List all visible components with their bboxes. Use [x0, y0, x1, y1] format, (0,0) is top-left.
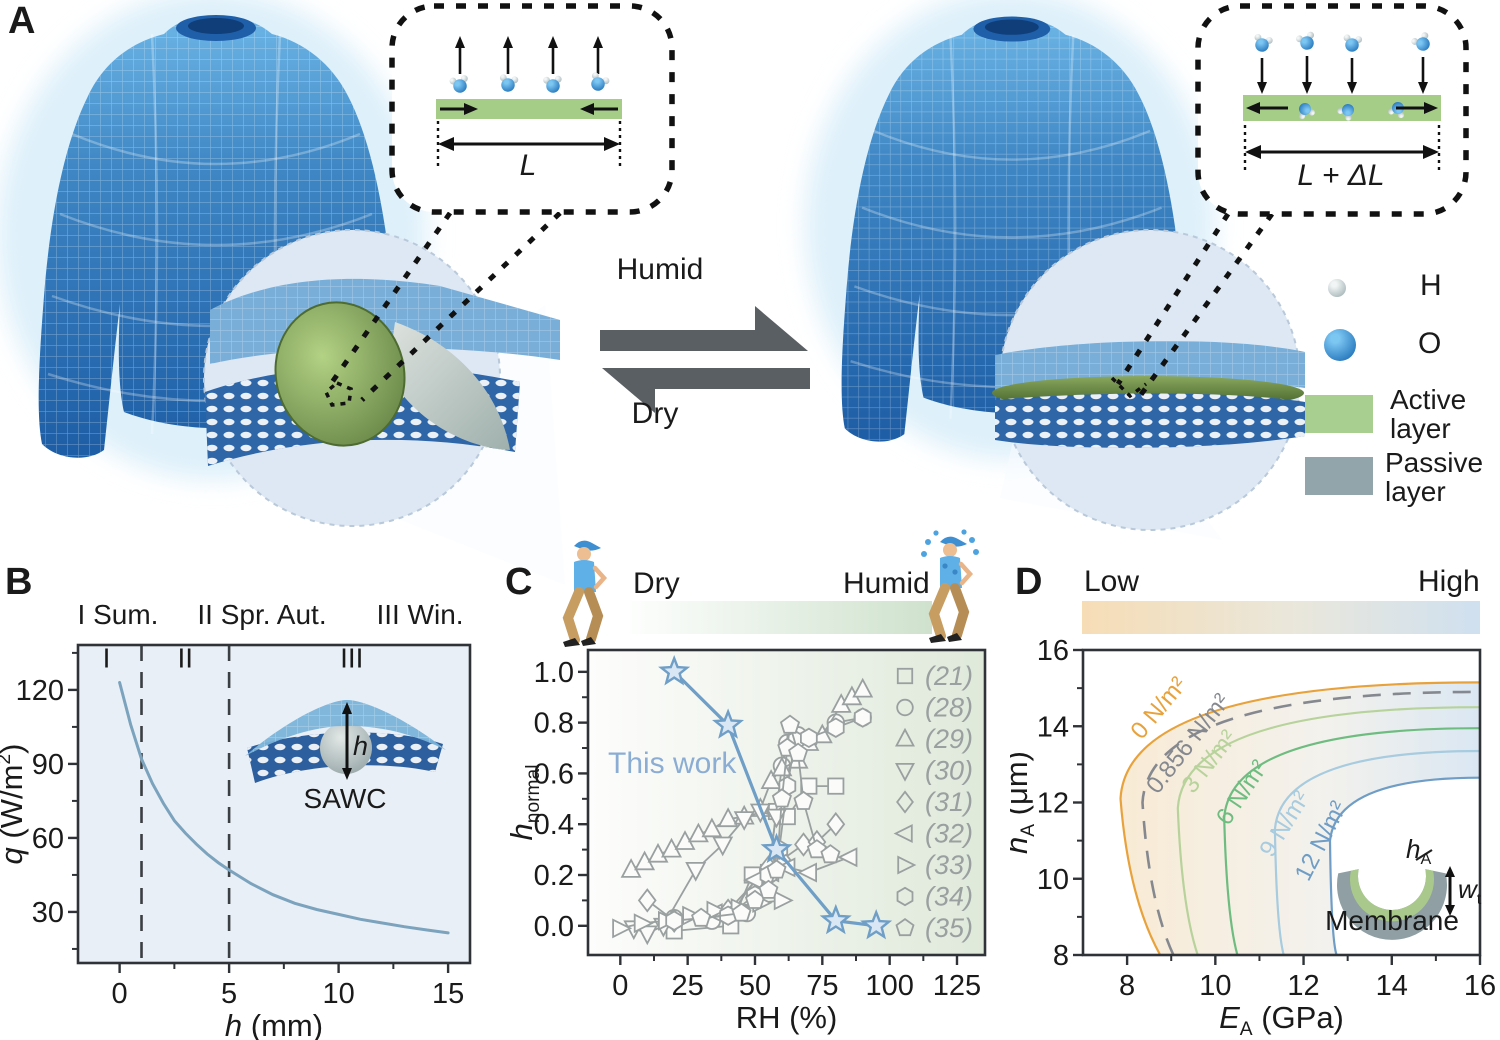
passive-layer-swatch — [1305, 457, 1373, 495]
svg-text:15: 15 — [432, 978, 464, 1010]
svg-text:14: 14 — [1376, 970, 1408, 1002]
svg-text:50: 50 — [739, 970, 771, 1002]
dry-scale-label: Dry — [633, 567, 680, 600]
svg-text:0.6: 0.6 — [534, 758, 574, 790]
svg-text:60: 60 — [32, 823, 64, 855]
svg-text:125: 125 — [933, 970, 981, 1002]
dry-arrow-icon — [602, 368, 810, 413]
panel-d-label: D — [1015, 561, 1043, 603]
svg-text:(29): (29) — [925, 724, 973, 754]
length-label-dry: L — [519, 149, 537, 182]
equilibrium-arrows — [600, 306, 810, 413]
svg-text:EA (GPa): EA (GPa) — [1219, 1000, 1344, 1040]
svg-text:(30): (30) — [925, 756, 973, 786]
membrane-ha-label: hA — [1406, 834, 1432, 869]
svg-text:(28): (28) — [925, 693, 973, 723]
low-scale-label: Low — [1084, 565, 1140, 598]
svg-text:8: 8 — [1053, 940, 1069, 972]
high-scale-label: High — [1418, 565, 1480, 598]
hydrogen-legend-label: H — [1420, 269, 1442, 302]
svg-text:10: 10 — [1199, 970, 1231, 1002]
svg-text:(33): (33) — [925, 850, 973, 880]
svg-text:5: 5 — [221, 978, 237, 1010]
oxygen-sphere-icon — [1324, 329, 1356, 361]
svg-text:(21): (21) — [925, 661, 973, 691]
sawc-label: SAWC — [303, 783, 387, 814]
humid-label: Humid — [616, 253, 704, 286]
membrane-wt-label: wt — [1458, 874, 1482, 909]
zoom-circle-dry — [203, 229, 560, 527]
svg-text:I: I — [103, 643, 111, 674]
active-layer-label: Active layer — [1390, 384, 1467, 445]
svg-text:(32): (32) — [925, 819, 973, 849]
svg-text:(35): (35) — [925, 913, 973, 943]
svg-text:(34): (34) — [925, 882, 973, 912]
hydrogen-sphere-icon — [1328, 279, 1346, 297]
oxygen-legend-label: O — [1418, 327, 1442, 360]
modulus-gradient-bar — [1082, 601, 1480, 634]
svg-text:12: 12 — [1037, 788, 1069, 820]
svg-text:0: 0 — [612, 970, 628, 1002]
panel-a-label: A — [8, 0, 36, 42]
humid-arrow-icon — [600, 306, 808, 351]
humidity-gradient-bar — [630, 601, 932, 634]
active-layer-bar — [436, 99, 622, 119]
season-spring-autumn-label: II Spr. Aut. — [197, 599, 327, 630]
svg-text:II: II — [178, 643, 194, 674]
membrane-label: Membrane — [1325, 905, 1459, 936]
season-summer-label: I Sum. — [77, 599, 159, 630]
svg-text:(31): (31) — [925, 787, 973, 817]
svg-text:75: 75 — [806, 970, 838, 1002]
svg-text:8: 8 — [1119, 970, 1135, 1002]
zoom-connector-lines — [325, 211, 1275, 402]
svg-text:1.0: 1.0 — [534, 657, 574, 689]
active-layer-swatch — [1305, 395, 1373, 433]
sawc-height-label: h — [353, 731, 369, 761]
season-winter-label: III Win. — [376, 599, 464, 630]
svg-text:hnormal: hnormal — [504, 765, 544, 841]
svg-text:III: III — [340, 643, 363, 674]
humid-scale-label: Humid — [843, 567, 930, 600]
svg-text:100: 100 — [865, 970, 913, 1002]
inset-box-dry — [389, 3, 675, 215]
svg-text:0.2: 0.2 — [534, 860, 574, 892]
dry-label: Dry — [631, 397, 679, 430]
svg-text:0: 0 — [112, 978, 128, 1010]
svg-text:0.8: 0.8 — [534, 708, 574, 740]
svg-text:16: 16 — [1464, 970, 1496, 1002]
svg-text:hA (μm): hA (μm) — [1010, 751, 1039, 854]
svg-text:90: 90 — [32, 749, 64, 781]
svg-text:12: 12 — [1287, 970, 1319, 1002]
svg-text:0.0: 0.0 — [534, 911, 574, 943]
svg-text:q (W/m2): q (W/m2) — [0, 744, 29, 865]
panel-c-chart: (21)(28)(29)(30)(31)(32)(33)(34)(35) 0 25 5… — [504, 648, 987, 1035]
svg-text:10: 10 — [322, 978, 354, 1010]
length-label-humid: L + ΔL — [1297, 159, 1385, 192]
svg-text:25: 25 — [672, 970, 704, 1002]
zoom-circle-humid — [992, 229, 1305, 531]
svg-text:RH (%): RH (%) — [736, 1000, 838, 1035]
passive-layer-label: Passive layer — [1385, 447, 1484, 508]
panel-c-label: C — [505, 561, 533, 603]
svg-text:0.4: 0.4 — [534, 809, 574, 841]
molecule-legend — [1305, 279, 1373, 495]
svg-text:30: 30 — [32, 897, 64, 929]
svg-text:14: 14 — [1037, 711, 1069, 743]
svg-text:10: 10 — [1037, 864, 1069, 896]
panel-b-label: B — [5, 561, 33, 603]
inset-box-humid — [1195, 3, 1469, 217]
svg-text:16: 16 — [1037, 635, 1069, 667]
svg-text:120: 120 — [16, 675, 64, 707]
this-work-annotation: This work — [608, 747, 737, 780]
svg-text:h (mm): h (mm) — [225, 1008, 323, 1040]
